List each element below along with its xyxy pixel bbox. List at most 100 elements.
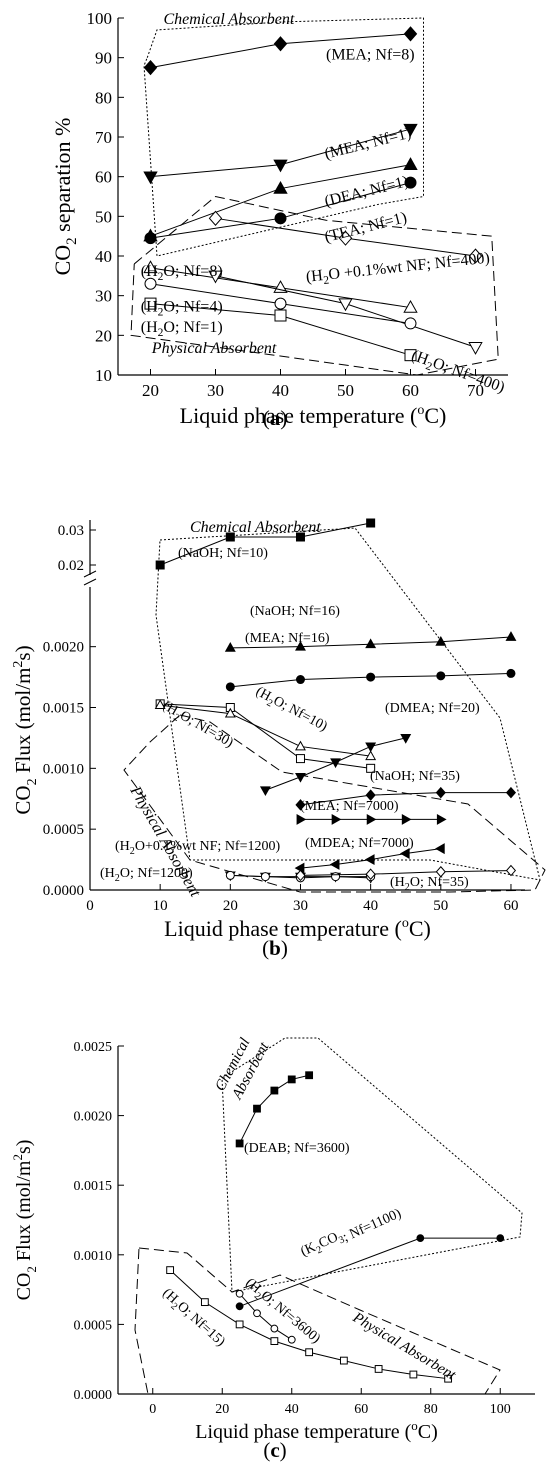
data-point (200, 1298, 209, 1307)
data-point (434, 843, 445, 855)
data-point (294, 862, 305, 874)
data-point (287, 1335, 296, 1344)
series-label: (H2O; Nf=8) (141, 263, 223, 283)
data-point (331, 813, 342, 825)
data-point (295, 740, 306, 751)
data-point (404, 349, 417, 362)
data-point (366, 518, 376, 528)
y-tick-label: 0.0005 (74, 1318, 113, 1333)
data-point (444, 1374, 453, 1383)
data-point (274, 309, 287, 322)
physical-region (123, 714, 546, 893)
data-point (235, 1302, 244, 1311)
series-line-naoh-nf-10 (159, 522, 371, 566)
data-point (295, 675, 305, 685)
x-tick-label: 100 (490, 1402, 511, 1417)
x-tick-label: 50 (337, 381, 354, 400)
y-tick-label: 0.0010 (74, 1249, 113, 1264)
data-point (505, 786, 517, 799)
data-point (329, 858, 340, 870)
data-point (468, 342, 483, 355)
y-tick-label: 50 (95, 207, 112, 226)
data-point (409, 1370, 418, 1379)
series-label: (DMEA; Nf=20) (385, 701, 480, 716)
data-point (400, 734, 412, 744)
data-point (208, 270, 223, 284)
data-point (435, 635, 447, 646)
data-point (155, 560, 165, 570)
data-point (331, 872, 341, 882)
series-line-h2o-nf-35 (300, 870, 511, 876)
y-tick-label: 60 (95, 168, 112, 187)
data-point (505, 864, 517, 877)
data-point (295, 754, 305, 764)
data-point (365, 638, 377, 649)
data-point (404, 317, 417, 330)
chart-c: 0.0000 0.0005 0.0010 0.0015 0.0020 0.0025 0 20 4… (10, 1036, 535, 1443)
data-point (366, 763, 376, 773)
data-point (468, 248, 483, 264)
y-tick-label: 0.03 (58, 523, 84, 539)
y-tick-label: 0.0020 (74, 1110, 113, 1125)
chart-b: 0.0000 0.0005 0.0010 0.0015 0.0020 0.02 0.03 0 1… (11, 518, 546, 941)
series-label: (DEAB; Nf=3600) (244, 1141, 350, 1156)
data-point (496, 1234, 505, 1242)
series-label: (MEA; Nf=1) (323, 125, 413, 163)
data-point (235, 1139, 244, 1148)
y-tick-label: 0.02 (58, 558, 84, 574)
data-point (225, 532, 235, 542)
data-point (270, 1324, 279, 1333)
x-tick-label: 40 (272, 381, 289, 400)
data-point (235, 1320, 244, 1329)
data-point (295, 532, 305, 542)
data-point (506, 668, 516, 678)
data-point (366, 813, 377, 825)
series-label: (H2O+0.1%wt NF; Nf=1200) (115, 839, 280, 857)
x-axis-title: Liquid phase temperature (oC) (195, 1418, 438, 1443)
x-tick-label: 40 (363, 898, 378, 914)
y-tick-label: 10 (95, 366, 112, 385)
series-label: (H2O; Nf=3600) (241, 1276, 324, 1350)
data-point (144, 277, 157, 290)
x-tick-label: 30 (293, 898, 308, 914)
x-tick-label: 20 (215, 1402, 229, 1417)
data-point (273, 36, 288, 52)
y-tick-label: 90 (95, 49, 112, 68)
axis-break-mark (83, 570, 97, 578)
x-tick-label: 30 (207, 381, 224, 400)
data-point (365, 868, 376, 880)
data-point (305, 1071, 314, 1080)
data-point (435, 865, 446, 878)
x-tick-label: 0 (86, 898, 94, 914)
data-point (273, 280, 288, 293)
series-label: (H2O +0.1%wt NF; Nf=400) (305, 250, 491, 289)
data-point (366, 672, 376, 682)
x-tick-label: 60 (503, 898, 518, 914)
y-tick-label: 80 (95, 88, 112, 107)
data-point (365, 742, 377, 753)
data-point (224, 707, 236, 718)
x-tick-label: 10 (153, 898, 168, 914)
y-tick-label: 70 (95, 128, 112, 147)
data-point (295, 772, 306, 783)
data-point (305, 1348, 314, 1357)
data-point (403, 123, 418, 137)
series-line-h2o-nf-400 (215, 275, 476, 348)
series-label: (K2CO3; Nf=1100) (299, 1202, 404, 1263)
x-tick-label: 20 (142, 381, 159, 400)
data-point (287, 1075, 296, 1084)
y-tick-label: 0.0025 (74, 1040, 113, 1055)
data-point (270, 1086, 279, 1095)
data-point (274, 297, 287, 310)
series-line-h2o-nf-3600 (239, 1293, 293, 1341)
data-point (505, 631, 517, 641)
data-point (260, 872, 270, 882)
x-tick-label: 40 (285, 1402, 299, 1417)
y-tick-label: 40 (95, 247, 112, 266)
x-tick-label: 0 (149, 1402, 156, 1417)
data-point (416, 1234, 425, 1242)
data-point (144, 297, 157, 310)
data-point (143, 260, 158, 274)
axis-break-mark (83, 578, 97, 586)
data-point (374, 1365, 383, 1373)
